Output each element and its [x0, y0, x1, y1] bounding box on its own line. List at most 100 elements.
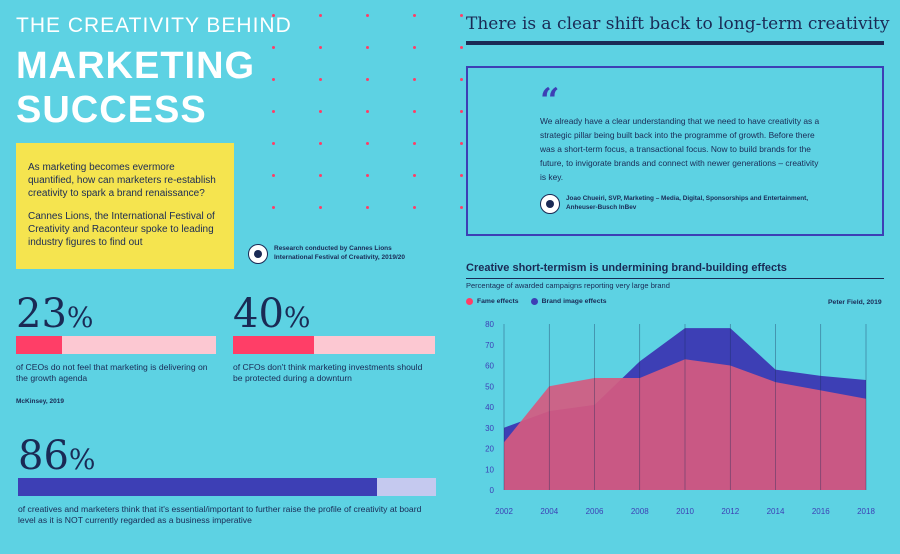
- x-tick-label: 2002: [495, 507, 513, 516]
- stat-ceos-bar: [16, 336, 216, 354]
- eyebrow-title: THE CREATIVITY BEHIND: [16, 14, 292, 37]
- decorative-dot: [366, 206, 369, 209]
- legend-label-brand-image: Brand image effects: [541, 298, 607, 305]
- decorative-dot: [366, 142, 369, 145]
- decorative-dot: [413, 142, 416, 145]
- y-tick-label: 40: [485, 403, 494, 412]
- decorative-dot: [413, 78, 416, 81]
- quote-mark-icon: “: [540, 81, 560, 121]
- decorative-dot: [272, 14, 275, 17]
- decorative-dot: [319, 206, 322, 209]
- y-tick-label: 0: [490, 486, 495, 495]
- x-tick-label: 2004: [540, 507, 558, 516]
- decorative-dot: [413, 174, 416, 177]
- y-tick-label: 20: [485, 445, 494, 454]
- legend-item-brand-image: Brand image effects: [530, 298, 607, 305]
- y-tick-label: 80: [485, 320, 494, 329]
- stat-ceos-bar-fill: [16, 336, 62, 354]
- decorative-dot: [366, 110, 369, 113]
- stat-ceos-number: 23%: [16, 291, 94, 337]
- decorative-dot: [319, 46, 322, 49]
- main-headline: MARKETING SUCCESS: [16, 44, 255, 132]
- stat-ceos: 23%: [16, 294, 94, 338]
- y-tick-label: 70: [485, 341, 494, 350]
- legend-label-fame: Fame effects: [477, 298, 519, 305]
- decorative-dot: [413, 46, 416, 49]
- intro-paragraph-1: As marketing becomes evermore quantified…: [28, 162, 216, 199]
- decorative-dot: [272, 174, 275, 177]
- decorative-dot: [366, 174, 369, 177]
- stat-ceos-text: of CEOs do not feel that marketing is de…: [16, 362, 208, 383]
- legend-item-fame: Fame effects: [466, 298, 519, 305]
- stat-cfos-bar-fill: [233, 336, 314, 354]
- stat-creatives-text: of creatives and marketers think that it…: [18, 504, 422, 525]
- decorative-dot: [319, 174, 322, 177]
- decorative-dot: [272, 142, 275, 145]
- decorative-dot: [460, 14, 463, 17]
- decorative-dot: [413, 110, 416, 113]
- intro-paragraph-2: Cannes Lions, the International Festival…: [28, 211, 215, 248]
- x-tick-label: 2010: [676, 507, 694, 516]
- x-tick-label: 2006: [586, 507, 604, 516]
- headline-line-1: MARKETING: [16, 45, 256, 87]
- stat-creatives: 86%: [18, 436, 96, 480]
- cannes-lions-logo-icon: [248, 244, 268, 264]
- legend-swatch-brand-image: [530, 298, 538, 305]
- decorative-dot: [319, 78, 322, 81]
- decorative-dot: [319, 14, 322, 17]
- stat-cfos: 40%: [233, 294, 311, 338]
- quote-author-text: Joao Chueiri, SVP, Marketing – Media, Di…: [566, 195, 809, 211]
- decorative-dot: [413, 14, 416, 17]
- decorative-dot: [272, 78, 275, 81]
- stat-creatives-bar-fill: [18, 478, 378, 496]
- x-tick-label: 2008: [631, 507, 649, 516]
- stat-creatives-number: 86%: [18, 433, 96, 479]
- stat-cfos-bar: [233, 336, 435, 354]
- legend-swatch-fame: [466, 298, 473, 305]
- y-tick-label: 30: [485, 424, 494, 433]
- decorative-dot: [319, 110, 322, 113]
- decorative-dot: [272, 206, 275, 209]
- decorative-dot: [413, 206, 416, 209]
- chart-source: Peter Field, 2019: [828, 299, 882, 306]
- intro-box: As marketing becomes evermore quantified…: [16, 143, 234, 269]
- x-tick-label: 2012: [721, 507, 739, 516]
- decorative-dot: [460, 110, 463, 113]
- stat-cfos-text: of CFOs don't think marketing investment…: [233, 362, 423, 383]
- cannes-lions-logo-icon: [540, 194, 560, 214]
- chart-legend: Fame effects Brand image effects: [466, 298, 619, 305]
- x-tick-label: 2014: [767, 507, 785, 516]
- x-tick-label: 2016: [812, 507, 830, 516]
- headline-line-2: SUCCESS: [16, 89, 207, 131]
- stats-source: McKinsey, 2019: [16, 398, 64, 405]
- y-tick-label: 50: [485, 382, 494, 391]
- x-tick-label: 2018: [857, 507, 875, 516]
- quote-text: We already have a clear understanding th…: [540, 116, 820, 182]
- title-divider: [466, 41, 884, 45]
- decorative-dot: [460, 142, 463, 145]
- quote-author: Joao Chueiri, SVP, Marketing – Media, Di…: [540, 194, 836, 214]
- y-tick-label: 10: [485, 465, 494, 474]
- right-section-title: There is a clear shift back to long-term…: [466, 14, 890, 34]
- decorative-dot: [272, 110, 275, 113]
- y-tick-label: 60: [485, 362, 494, 371]
- area-chart: 0 10 20 30 40 50 60 70 80 2002 2004 2006 2008 2010 201…: [485, 320, 875, 516]
- decorative-dot: [460, 46, 463, 49]
- decorative-dot: [366, 46, 369, 49]
- decorative-dot: [272, 46, 275, 49]
- chart-title-divider: [466, 278, 884, 279]
- quote-box: “ We already have a clear understanding …: [466, 66, 884, 236]
- decorative-dot: [460, 78, 463, 81]
- chart-subtitle: Percentage of awarded campaigns reportin…: [466, 281, 670, 290]
- decorative-dot: [460, 206, 463, 209]
- stat-creatives-bar: [18, 478, 436, 496]
- decorative-dot: [366, 14, 369, 17]
- decorative-dot: [319, 142, 322, 145]
- decorative-dot: [460, 174, 463, 177]
- stat-cfos-number: 40%: [233, 291, 311, 337]
- research-note: Research conducted by Cannes Lions Inter…: [248, 244, 414, 264]
- decorative-dot: [366, 78, 369, 81]
- chart-title: Creative short-termism is undermining br…: [466, 262, 787, 274]
- research-note-text: Research conducted by Cannes Lions Inter…: [274, 245, 406, 261]
